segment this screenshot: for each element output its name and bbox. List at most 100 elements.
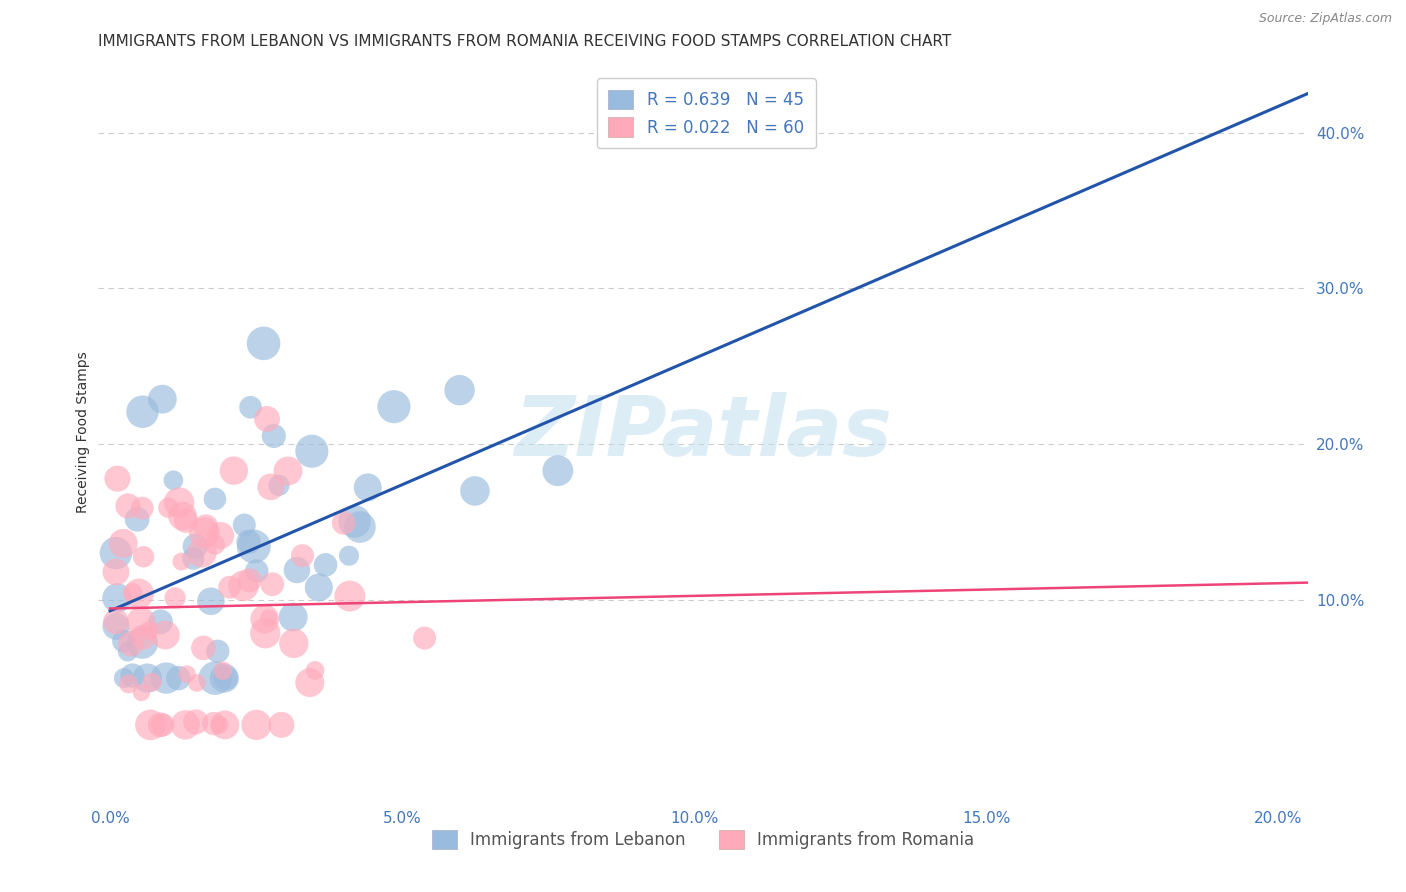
Point xyxy=(155,628,177,642)
Point xyxy=(152,718,174,732)
Point xyxy=(150,392,173,406)
Point xyxy=(263,429,285,443)
Point xyxy=(149,718,172,732)
Point xyxy=(239,401,262,415)
Point xyxy=(382,400,405,414)
Point xyxy=(138,624,160,638)
Point xyxy=(181,551,204,566)
Point xyxy=(304,664,326,678)
Point xyxy=(193,525,215,540)
Point xyxy=(104,565,127,579)
Point xyxy=(291,549,314,563)
Point xyxy=(283,610,305,624)
Point xyxy=(547,464,569,478)
Point xyxy=(301,444,323,458)
Point xyxy=(117,499,139,513)
Point xyxy=(357,480,380,494)
Point xyxy=(112,634,135,648)
Point xyxy=(136,671,159,685)
Point xyxy=(131,405,153,419)
Point xyxy=(343,515,366,529)
Point xyxy=(337,549,360,563)
Point xyxy=(165,591,187,605)
Point xyxy=(170,555,193,569)
Point xyxy=(218,580,240,594)
Point xyxy=(128,587,150,601)
Point xyxy=(238,574,260,588)
Point xyxy=(112,671,135,685)
Point xyxy=(214,718,236,732)
Point xyxy=(262,577,284,591)
Point xyxy=(202,716,225,731)
Point xyxy=(149,615,172,629)
Point xyxy=(174,718,197,732)
Point xyxy=(121,668,143,682)
Point xyxy=(208,718,231,732)
Point xyxy=(209,528,232,542)
Point xyxy=(186,676,208,690)
Point xyxy=(298,675,321,690)
Point xyxy=(253,612,276,626)
Point xyxy=(104,619,127,633)
Point xyxy=(172,509,194,524)
Point xyxy=(132,630,155,644)
Point xyxy=(104,546,127,560)
Point xyxy=(194,519,217,533)
Point xyxy=(112,536,135,550)
Point xyxy=(184,539,207,553)
Point xyxy=(157,500,180,515)
Point xyxy=(104,615,127,629)
Point xyxy=(222,464,245,478)
Point xyxy=(270,718,292,732)
Point xyxy=(449,383,471,397)
Point xyxy=(120,637,142,651)
Point xyxy=(246,564,269,578)
Point xyxy=(167,671,190,685)
Point xyxy=(254,626,277,640)
Point xyxy=(107,472,129,486)
Point xyxy=(117,645,139,659)
Point xyxy=(308,581,330,595)
Point xyxy=(339,589,361,603)
Point xyxy=(117,677,139,691)
Point xyxy=(260,480,283,494)
Point xyxy=(139,718,162,732)
Point xyxy=(243,540,266,554)
Point xyxy=(214,671,236,685)
Point xyxy=(212,664,235,678)
Point xyxy=(129,615,152,629)
Point xyxy=(193,640,215,655)
Point xyxy=(232,579,254,593)
Point xyxy=(174,514,197,528)
Point xyxy=(238,535,260,549)
Point xyxy=(105,591,128,605)
Point xyxy=(200,594,222,608)
Point xyxy=(204,491,226,506)
Point xyxy=(349,520,371,534)
Point xyxy=(167,495,190,509)
Point xyxy=(155,671,177,685)
Point xyxy=(267,478,290,492)
Y-axis label: Receiving Food Stamps: Receiving Food Stamps xyxy=(76,351,90,514)
Point xyxy=(256,412,278,426)
Point xyxy=(176,667,198,681)
Point xyxy=(121,585,143,599)
Point xyxy=(277,464,299,478)
Point xyxy=(464,483,486,498)
Point xyxy=(184,714,207,729)
Point xyxy=(204,671,226,685)
Point xyxy=(131,636,153,650)
Point xyxy=(257,611,280,625)
Text: ZIPatlas: ZIPatlas xyxy=(515,392,891,473)
Point xyxy=(207,644,229,658)
Point xyxy=(332,516,354,530)
Point xyxy=(127,512,149,526)
Point xyxy=(131,501,153,516)
Text: Source: ZipAtlas.com: Source: ZipAtlas.com xyxy=(1258,12,1392,25)
Text: IMMIGRANTS FROM LEBANON VS IMMIGRANTS FROM ROMANIA RECEIVING FOOD STAMPS CORRELA: IMMIGRANTS FROM LEBANON VS IMMIGRANTS FR… xyxy=(98,34,952,49)
Point xyxy=(252,336,274,351)
Point xyxy=(413,631,436,645)
Point xyxy=(141,675,163,690)
Point xyxy=(131,685,153,699)
Point xyxy=(191,546,214,560)
